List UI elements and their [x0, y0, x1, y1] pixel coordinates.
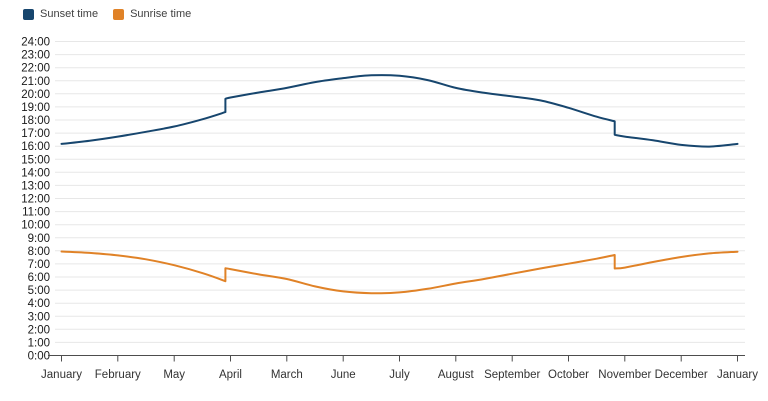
- y-tick-label: 13:00: [21, 180, 50, 192]
- x-tick-label: April: [219, 369, 242, 381]
- x-tick-label: October: [548, 369, 589, 381]
- gridlines: [55, 41, 745, 343]
- y-tick-label: 4:00: [28, 298, 50, 310]
- y-axis-labels: 0:00 1:002:003:004:005:006:007:008:009:00…: [21, 37, 50, 363]
- x-tick-label: May: [163, 369, 185, 381]
- y-tick-label: 1:00: [28, 337, 50, 349]
- sunset-color-swatch: [23, 9, 34, 20]
- x-tick-label: January: [41, 369, 82, 381]
- x-tick-label: July: [389, 369, 410, 381]
- y-tick-label: 12:00: [21, 194, 50, 206]
- y-tick-label: 14:00: [21, 167, 50, 179]
- x-tick-label: December: [655, 369, 708, 381]
- y-tick-label: 18:00: [21, 115, 50, 127]
- legend-item-sunrise[interactable]: Sunrise time: [113, 9, 191, 20]
- y-tick-label: 20:00: [21, 89, 50, 101]
- y-tick-label: 16:00: [21, 141, 50, 153]
- y-tick-label: 24:00: [21, 37, 50, 49]
- y-tick-label: 8:00: [28, 246, 50, 258]
- y-tick-label: 7:00: [28, 259, 50, 271]
- y-tick-label: 0:00: [28, 351, 50, 363]
- y-tick-label: 17:00: [21, 128, 50, 140]
- legend-label-sunrise: Sunrise time: [130, 8, 192, 20]
- x-tick-label: January: [717, 369, 758, 381]
- y-tick-label: 15:00: [21, 154, 50, 166]
- y-tick-label: 19:00: [21, 102, 50, 114]
- y-tick-label: 6:00: [28, 272, 50, 284]
- sunrise-color-swatch: [113, 9, 125, 20]
- x-tick-label: November: [598, 369, 651, 381]
- x-axis-labels: January February May April March June July Augu…: [41, 355, 758, 381]
- x-tick-label: September: [484, 369, 540, 381]
- y-tick-label: 3:00: [28, 311, 50, 323]
- x-tick-label: March: [271, 369, 303, 381]
- y-tick-label: 22:00: [21, 63, 50, 75]
- y-tick-label: 11:00: [22, 207, 50, 219]
- x-tick-label: August: [438, 369, 475, 381]
- legend-label-sunset: Sunset time: [40, 8, 99, 20]
- y-tick-label: 5:00: [28, 285, 50, 297]
- y-tick-label: 10:00: [21, 220, 50, 232]
- sunrise-time-line: [60, 250, 739, 295]
- y-tick-label: 23:00: [21, 50, 50, 62]
- y-tick-label: 2:00: [28, 324, 50, 336]
- x-tick-label: February: [95, 369, 141, 381]
- sunset-time-line: [60, 74, 739, 148]
- legend-item-sunset[interactable]: Sunset time: [23, 9, 98, 20]
- x-tick-label: June: [331, 369, 356, 381]
- y-tick-label: 9:00: [28, 233, 50, 245]
- y-tick-label: 21:00: [21, 76, 50, 88]
- legend: Sunset time Sunrise time: [23, 9, 191, 20]
